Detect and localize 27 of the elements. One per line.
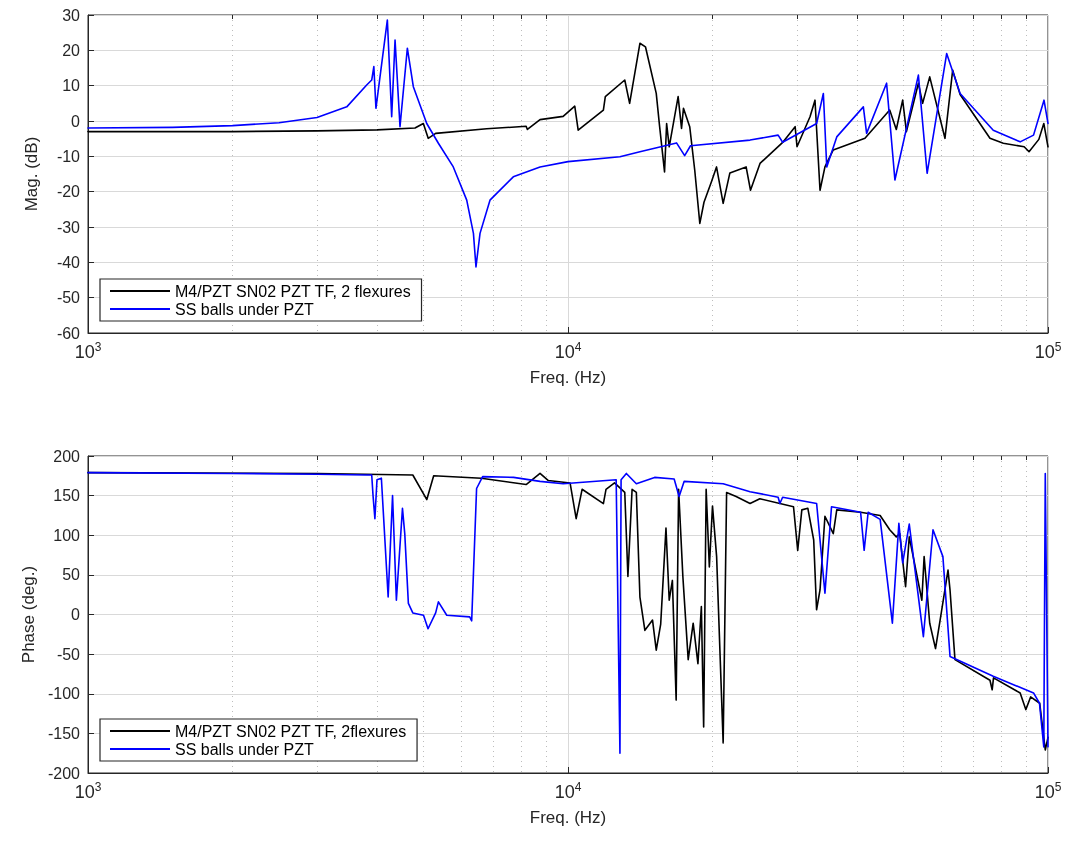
y-tick-label: -40 — [56, 253, 81, 271]
y-tick-label: -200 — [47, 764, 81, 782]
y-tick-label: 30 — [62, 6, 81, 24]
y-tick-label: 10 — [62, 77, 81, 95]
y-tick-label: 0 — [71, 606, 81, 623]
legend-label: M4/PZT SN02 PZT TF, 2flexures — [175, 722, 407, 740]
y-tick-label: 20 — [62, 41, 81, 59]
y-tick-label: 50 — [62, 566, 81, 584]
y-tick-label: -30 — [56, 218, 81, 236]
y-tick-label: -50 — [56, 289, 81, 307]
y-axis-title: Mag. (dB) — [22, 136, 41, 212]
y-tick-label: -100 — [47, 685, 81, 703]
y-tick-label: -10 — [56, 147, 81, 165]
x-axis-title: Freq. (Hz) — [529, 808, 607, 827]
legend-label: SS balls under PZT — [175, 300, 314, 318]
y-tick-label: -20 — [56, 183, 81, 201]
y-tick-label: 150 — [53, 487, 81, 505]
y-tick-label: 100 — [53, 526, 81, 544]
y-axis-title: Phase (deg.) — [19, 565, 39, 664]
x-axis-title: Freq. (Hz) — [529, 368, 607, 387]
y-tick-label: -50 — [56, 645, 81, 663]
legend-label: SS balls under PZT — [175, 740, 314, 758]
y-tick-label: -150 — [47, 724, 81, 742]
y-tick-label: -60 — [56, 324, 81, 342]
legend-label: M4/PZT SN02 PZT TF, 2 flexures — [175, 282, 411, 300]
y-tick-label: 200 — [53, 447, 81, 465]
y-tick-label: 0 — [71, 112, 81, 130]
